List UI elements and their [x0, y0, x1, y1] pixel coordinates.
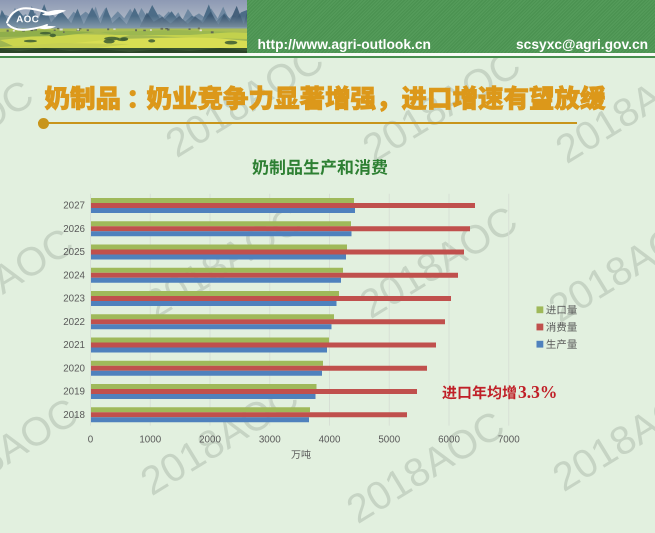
svg-text:1000: 1000	[139, 435, 161, 446]
svg-text:2023: 2023	[63, 294, 85, 305]
svg-text:2020: 2020	[63, 363, 85, 374]
svg-text:2018: 2018	[63, 410, 85, 421]
svg-text:2000: 2000	[199, 435, 221, 446]
svg-text:5000: 5000	[378, 435, 400, 446]
svg-text:7000: 7000	[498, 435, 520, 446]
svg-text:2019: 2019	[63, 387, 85, 398]
svg-text:2022: 2022	[63, 317, 85, 328]
svg-text:6000: 6000	[438, 435, 460, 446]
svg-text:3000: 3000	[259, 435, 281, 446]
svg-text:2025: 2025	[63, 247, 85, 258]
svg-text:0: 0	[88, 435, 94, 446]
svg-text:2027: 2027	[63, 201, 85, 212]
svg-text:4000: 4000	[319, 435, 341, 446]
svg-text:2024: 2024	[63, 270, 85, 281]
svg-text:2026: 2026	[63, 224, 85, 235]
svg-text:2021: 2021	[63, 340, 85, 351]
svg-text:3.3%: 3.3%	[518, 382, 557, 402]
